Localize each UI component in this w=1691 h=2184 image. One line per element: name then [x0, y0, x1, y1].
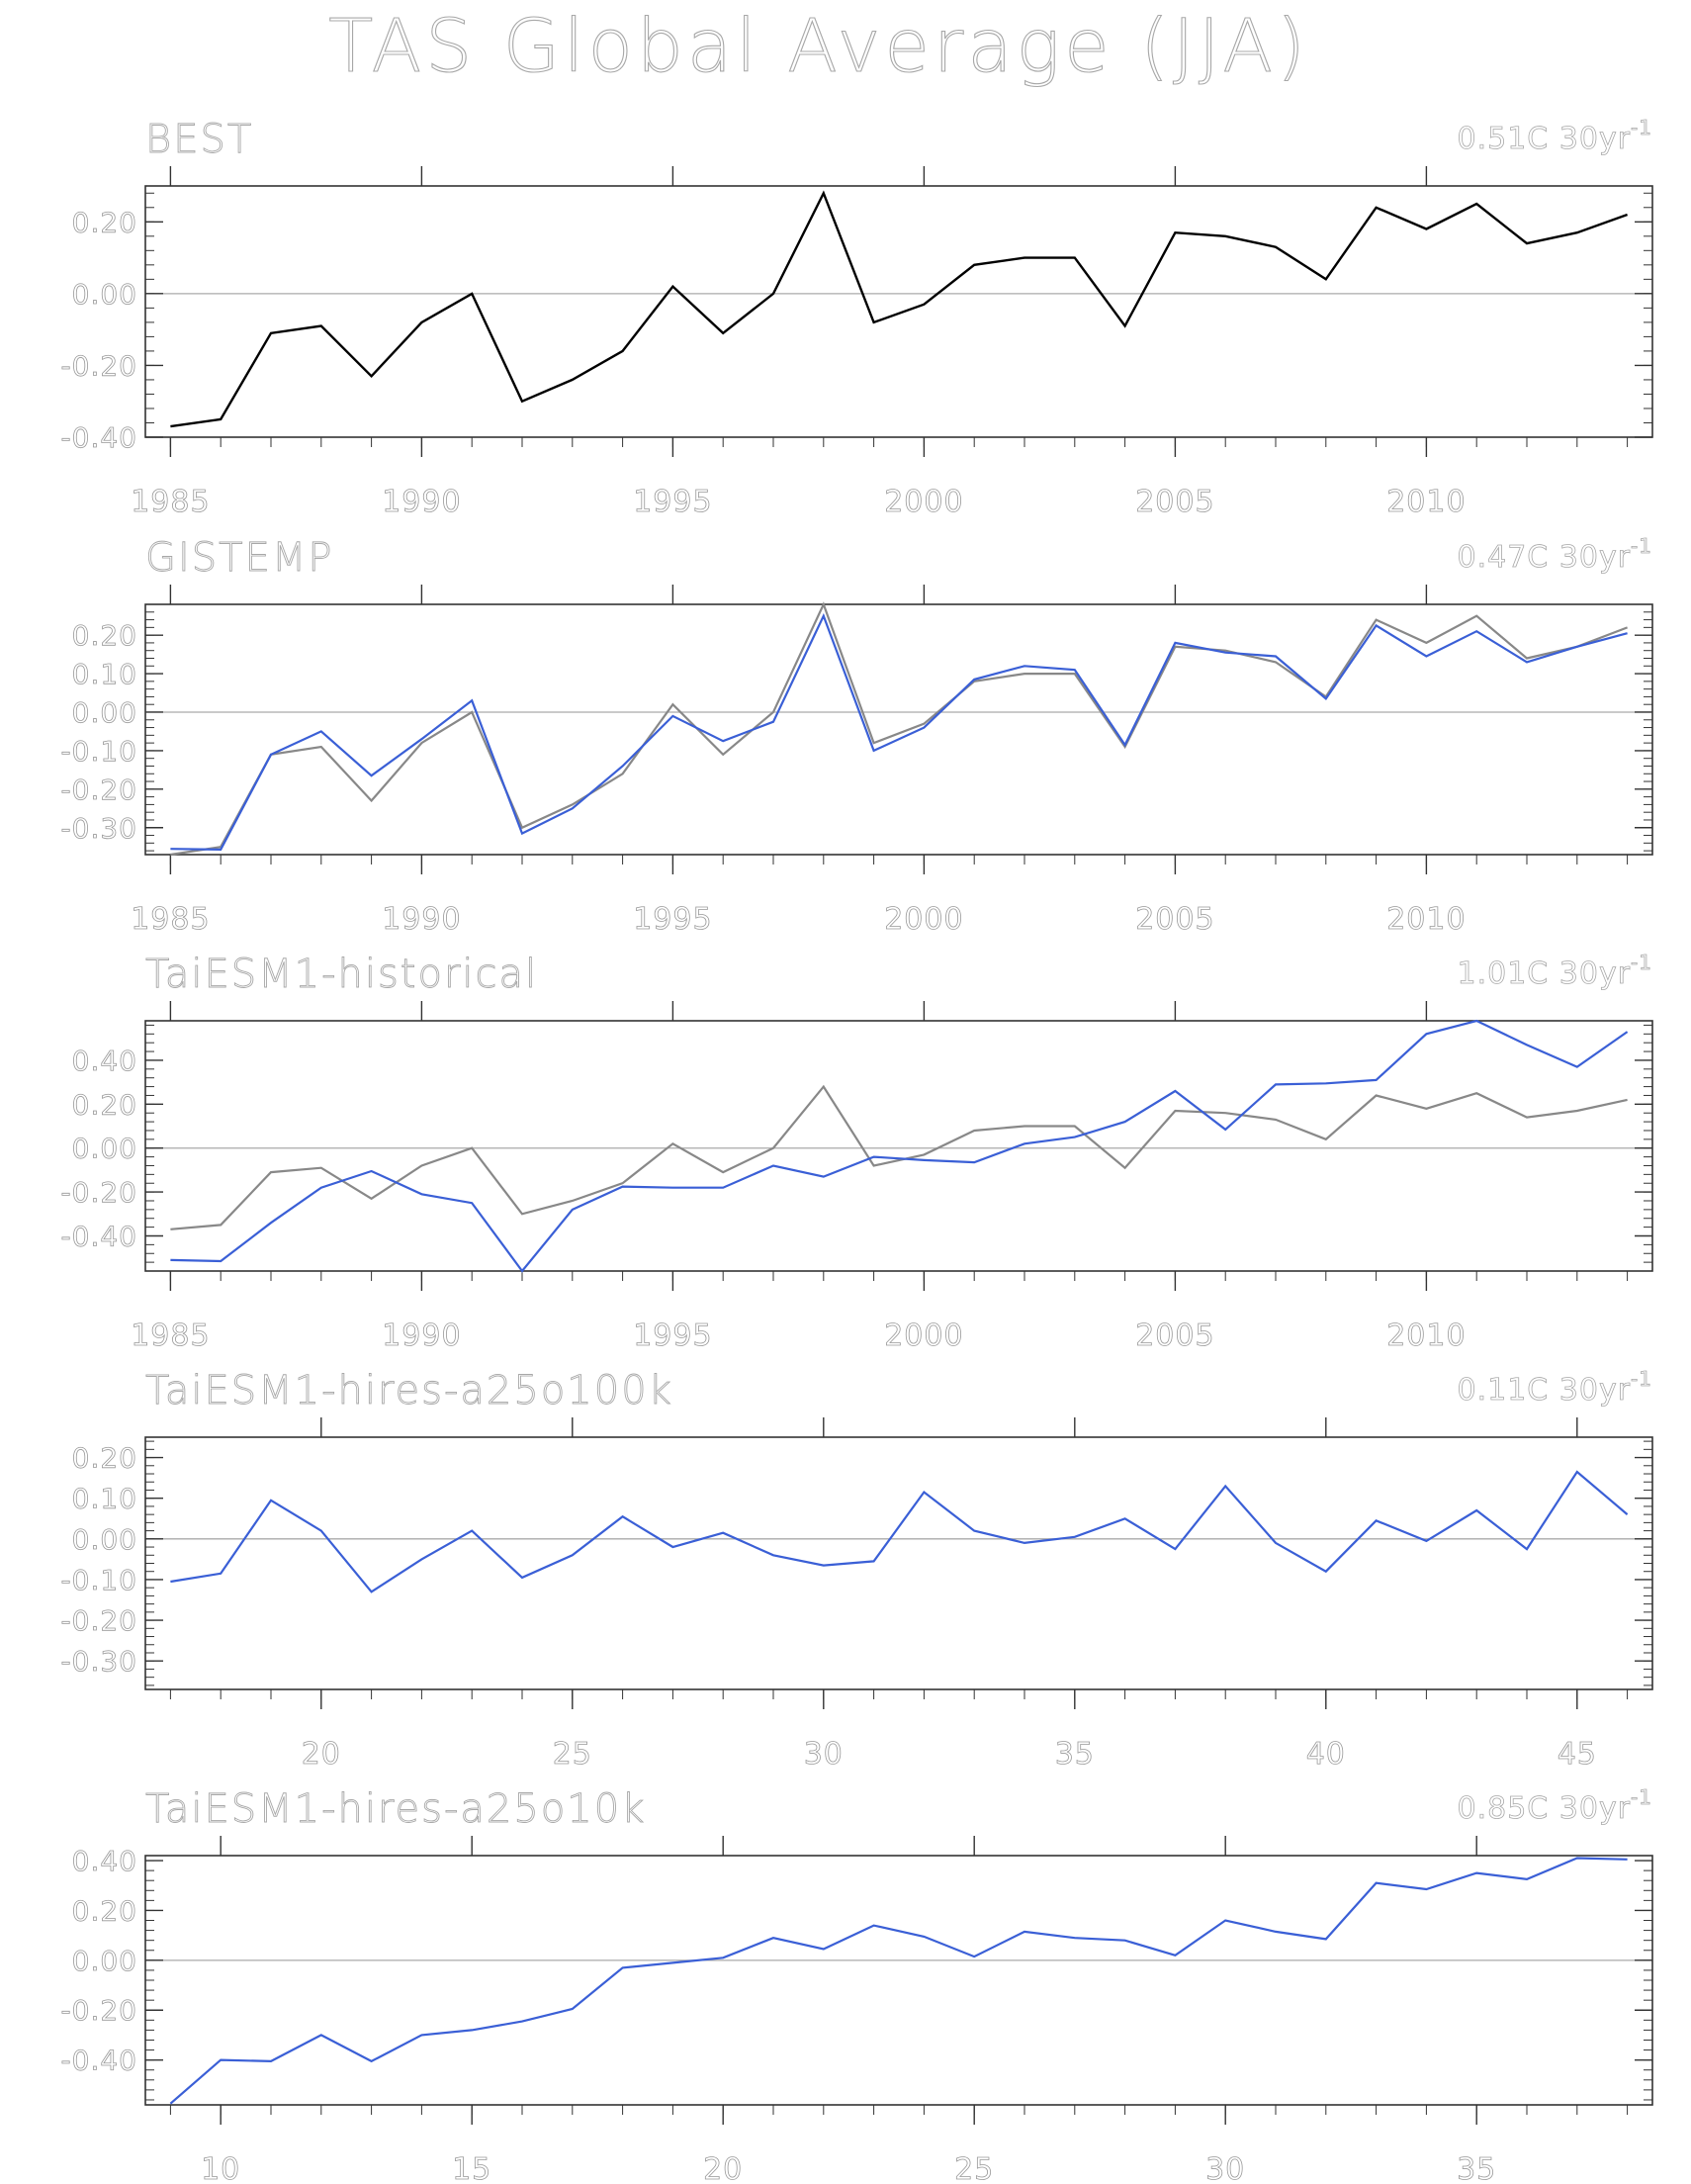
trend-value: 0.51C 30yr	[1458, 122, 1632, 156]
y-tick-label: -0.20	[61, 1994, 137, 2027]
chart-panel-1: GISTEMP 0.47C 30yr-1 0.20 0.10 0.00 -0.10 -0.2…	[60, 534, 1653, 937]
x-tick-label: 1995	[633, 902, 712, 937]
chart-panel-0: BEST 0.51C 30yr-1 0.20 0.00 -0.20 -0.40 1985 19…	[60, 116, 1653, 519]
trend-label: 0.47C 30yr-1	[1458, 534, 1653, 575]
y-tick-label: 0.00	[72, 1133, 137, 1165]
trend-label: 0.51C 30yr-1	[1458, 116, 1653, 156]
trend-exponent: -1	[1631, 1367, 1652, 1391]
figure-title: TAS Global Average (JJA)	[328, 4, 1309, 89]
x-tick-label: 10	[201, 2152, 240, 2184]
chart-panel-4: TaiESM1-hires-a25o10k 0.85C 30yr-1 0.40 0.2…	[60, 1785, 1653, 2184]
trend-label: 1.01C 30yr-1	[1458, 951, 1653, 991]
x-tick-label: 30	[804, 1737, 844, 1772]
y-tick-label: -0.30	[61, 1645, 137, 1678]
x-tick-label: 1985	[131, 902, 210, 937]
plot-frame	[144, 603, 1653, 856]
x-tick-label: 1990	[382, 902, 461, 937]
panel-title: TaiESM1-hires-a25o100k	[145, 1368, 673, 1413]
y-tick-label: 0.20	[72, 206, 137, 238]
plot-frame	[144, 1855, 1653, 2106]
panel-title: GISTEMP	[145, 535, 334, 581]
x-tick-label: 2010	[1386, 1319, 1466, 1353]
x-tick-label: 2005	[1135, 1319, 1214, 1353]
trend-label: 0.85C 30yr-1	[1458, 1785, 1653, 1826]
chart-panel-3: TaiESM1-hires-a25o100k 0.11C 30yr-1 0.20 0.…	[60, 1367, 1653, 1772]
series-line-ref	[170, 1084, 1628, 1230]
x-tick-label: 2005	[1135, 485, 1214, 519]
y-tick-label: -0.20	[61, 1604, 137, 1637]
x-tick-label: 15	[452, 2152, 491, 2184]
x-tick-label: 1985	[131, 1319, 210, 1353]
x-tick-label: 25	[954, 2152, 994, 2184]
trend-value: 1.01C 30yr	[1458, 956, 1632, 991]
series-line-model	[170, 612, 1628, 852]
series-line-ref	[170, 601, 1628, 857]
panel-title: TaiESM1-hires-a25o10k	[145, 1786, 646, 1832]
y-tick-label: 0.20	[72, 1088, 137, 1121]
series-line-obs	[170, 190, 1629, 428]
y-tick-label: -0.20	[61, 774, 137, 806]
x-tick-label: 40	[1306, 1737, 1346, 1772]
trend-value: 0.47C 30yr	[1458, 540, 1632, 575]
y-tick-label: -0.30	[61, 812, 137, 845]
trend-value: 0.11C 30yr	[1458, 1373, 1632, 1408]
y-tick-label: -0.40	[61, 2045, 137, 2077]
y-tick-label: -0.20	[61, 1176, 137, 1209]
y-tick-label: 0.00	[72, 696, 137, 729]
panel-title: BEST	[145, 117, 253, 162]
x-tick-label: 1995	[633, 485, 712, 519]
plot-frame	[144, 185, 1653, 438]
trend-value: 0.85C 30yr	[1458, 1791, 1632, 1826]
panel-title: TaiESM1-historical	[145, 952, 538, 997]
x-tick-label: 45	[1558, 1737, 1597, 1772]
x-tick-label: 1985	[131, 485, 210, 519]
series-line-model	[170, 1019, 1629, 1273]
chart-panel-2: TaiESM1-historical 1.01C 30yr-1 0.40 0.20 0.…	[60, 951, 1653, 1353]
y-tick-label: 0.40	[72, 1845, 137, 1877]
y-tick-label: 0.00	[72, 1523, 137, 1556]
y-tick-label: 0.20	[72, 1442, 137, 1475]
y-tick-label: -0.40	[61, 1220, 137, 1252]
x-tick-label: 1995	[633, 1319, 712, 1353]
y-tick-label: 0.20	[72, 619, 137, 652]
series-line-model	[169, 1857, 1628, 2105]
x-tick-label: 1990	[382, 1319, 461, 1353]
x-tick-label: 2010	[1386, 485, 1466, 519]
y-tick-label: -0.10	[61, 1564, 137, 1596]
x-tick-label: 2010	[1386, 902, 1466, 937]
y-tick-label: 0.00	[72, 278, 137, 311]
y-tick-label: -0.40	[61, 421, 137, 454]
y-tick-label: 0.20	[72, 1894, 137, 1927]
plot-frame	[144, 1020, 1653, 1272]
x-tick-label: 2000	[884, 902, 963, 937]
x-tick-label: 1990	[382, 485, 461, 519]
y-tick-label: 0.00	[72, 1945, 137, 1977]
trend-label: 0.11C 30yr-1	[1458, 1367, 1653, 1408]
x-tick-label: 35	[1457, 2152, 1496, 2184]
trend-exponent: -1	[1631, 534, 1652, 558]
series-line-model	[170, 1470, 1629, 1593]
x-tick-label: 2005	[1135, 902, 1214, 937]
trend-exponent: -1	[1631, 116, 1652, 139]
x-tick-label: 2000	[884, 485, 963, 519]
x-tick-label: 25	[553, 1737, 592, 1772]
trend-exponent: -1	[1631, 951, 1652, 974]
y-tick-label: 0.10	[72, 1483, 137, 1515]
x-tick-label: 35	[1055, 1737, 1095, 1772]
y-tick-label: -0.20	[61, 349, 137, 382]
y-tick-label: -0.10	[61, 735, 137, 768]
x-tick-label: 20	[703, 2152, 743, 2184]
x-tick-label: 2000	[884, 1319, 963, 1353]
y-tick-label: 0.10	[72, 658, 137, 690]
trend-exponent: -1	[1631, 1785, 1652, 1809]
plot-frame	[144, 1436, 1653, 1690]
x-tick-label: 20	[302, 1737, 341, 1772]
x-tick-label: 30	[1205, 2152, 1245, 2184]
y-tick-label: 0.40	[72, 1045, 137, 1077]
